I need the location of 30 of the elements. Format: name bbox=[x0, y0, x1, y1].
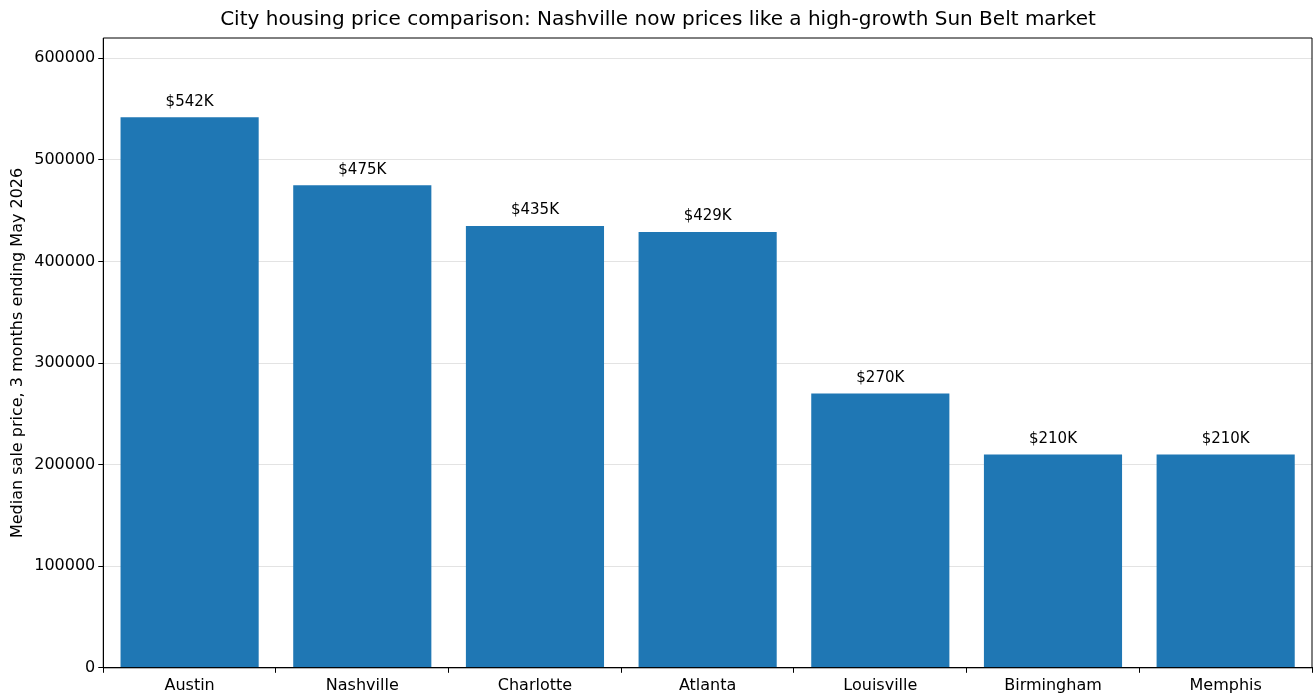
bar bbox=[1156, 454, 1295, 668]
y-tick-label: 300000 bbox=[34, 352, 96, 372]
x-tick-label: Atlanta bbox=[678, 674, 737, 694]
y-axis-title: Median sale price, 3 months ending May 2026 bbox=[6, 167, 26, 539]
y-tick-label: 100000 bbox=[34, 555, 96, 575]
bar bbox=[638, 232, 777, 668]
data-label: $210K bbox=[1201, 428, 1251, 447]
bar bbox=[811, 393, 950, 668]
chart-title: City housing price comparison: Nashville now prices like a high-growth Sun Belt market bbox=[220, 6, 1097, 31]
bar bbox=[465, 225, 605, 668]
data-label: $475K bbox=[338, 159, 388, 178]
data-label: $435K bbox=[510, 200, 561, 219]
bar bbox=[120, 117, 259, 668]
y-tick-label: 400000 bbox=[34, 250, 96, 270]
data-label: $542K bbox=[165, 91, 215, 110]
x-tick-label: Charlotte bbox=[497, 674, 573, 694]
bar bbox=[983, 454, 1123, 668]
y-tick-label: 500000 bbox=[34, 149, 96, 169]
y-tick-label: 0 bbox=[85, 656, 96, 676]
x-tick-label: Austin bbox=[164, 674, 215, 694]
x-tick-label: Memphis bbox=[1189, 674, 1262, 694]
y-tick-label: 600000 bbox=[34, 47, 96, 67]
data-label: $210K bbox=[1028, 428, 1079, 447]
x-tick-label: Nashville bbox=[325, 674, 399, 694]
x-tick-label: Birmingham bbox=[1004, 674, 1102, 694]
data-label: $270K bbox=[856, 367, 906, 386]
y-tick-label: 200000 bbox=[34, 453, 96, 473]
data-label: $429K bbox=[683, 206, 733, 225]
x-tick-label: Louisville bbox=[843, 674, 918, 694]
bar bbox=[293, 185, 432, 668]
